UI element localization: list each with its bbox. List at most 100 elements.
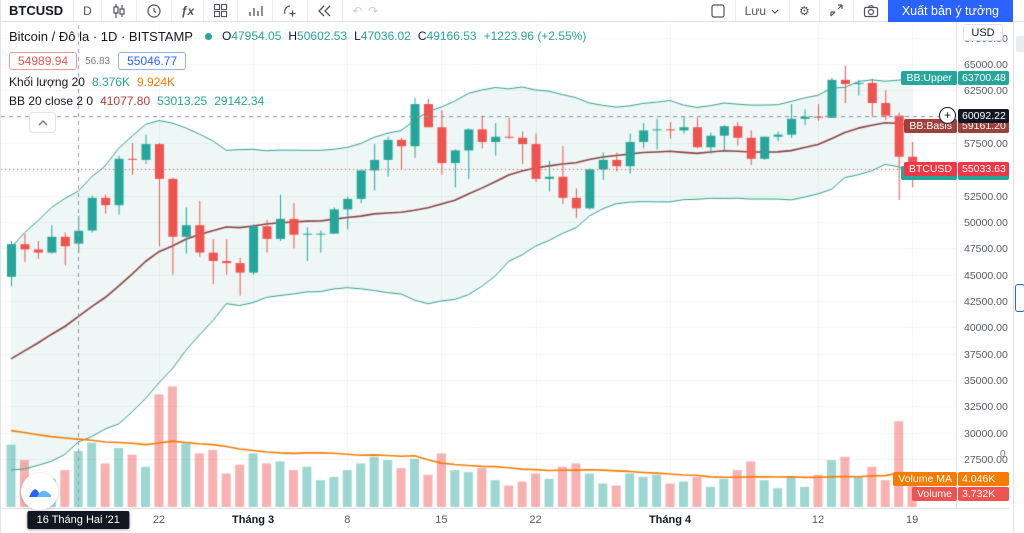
volume-indicator-label: Khối lượng 20	[9, 74, 85, 89]
redo-button[interactable]: ↷	[368, 3, 379, 18]
time-axis[interactable]: 22 Tháng 3 8 15 22 Tháng 4 12 19 16 Tháng Hai '…	[1, 508, 1009, 533]
price-tick-label: 37500.00	[964, 348, 1008, 361]
price-tick-label: 32500.00	[964, 401, 1008, 414]
time-tick-label: 12	[811, 514, 825, 526]
layout-grid-icon	[711, 3, 725, 18]
sell-price-button[interactable]: 54989.94	[9, 52, 78, 70]
symbol-button[interactable]: BTCUSD	[9, 3, 64, 18]
bb-indicator-row[interactable]: BB 20 close 2 0 41077.80 53013.25 29142.…	[9, 92, 586, 109]
toolbar-right-group: Lưu ⚙	[701, 0, 1024, 22]
price-tick-label: 42500.00	[964, 296, 1008, 309]
toolbar-separator	[135, 0, 137, 21]
alert-button[interactable]	[137, 0, 171, 21]
bb-lower-value: 29142.34	[214, 93, 265, 108]
volume-zero-tick: 0	[1000, 449, 1006, 460]
price-tick-label: 45000.00	[964, 269, 1008, 282]
price-tick-label: 52500.00	[964, 190, 1008, 203]
toolbar-separator	[734, 0, 736, 21]
price-tick-label: 57500.00	[964, 138, 1008, 151]
price-axis[interactable]: USD 67500.0065000.0062500.0060000.005750…	[956, 22, 1009, 508]
toolbar-separator	[307, 0, 309, 21]
sidebar-widget-fragment	[1016, 36, 1024, 52]
price-tick-label: 47500.00	[964, 243, 1008, 256]
currency-toggle[interactable]: USD	[963, 24, 1003, 41]
bb-indicator-label: BB 20 close 2 0	[9, 93, 94, 108]
time-tick-label: Tháng 4	[648, 514, 692, 526]
price-tick-label: 35000.00	[964, 375, 1008, 388]
replay-button[interactable]	[308, 0, 342, 21]
top-toolbar: BTCUSD D ƒx	[1, 0, 1024, 22]
templates-grid-icon	[214, 3, 228, 18]
fullscreen-icon	[830, 4, 843, 17]
publish-idea-button[interactable]: Xuất bản ý tưởng	[887, 0, 1013, 22]
chart-style-button[interactable]	[102, 0, 136, 21]
toolbar-separator	[203, 0, 205, 21]
compare-button[interactable]	[273, 0, 307, 21]
camera-icon	[863, 4, 878, 17]
price-tick-label: 65000.00	[964, 59, 1008, 72]
fullscreen-button[interactable]	[820, 0, 853, 21]
spread-value: 56.83	[85, 55, 111, 67]
price-tick-label: 30000.00	[964, 427, 1008, 440]
volume-ma-value: 9.924K	[137, 74, 176, 89]
time-tick-label: 8	[344, 514, 351, 526]
right-sidebar[interactable]	[1013, 0, 1024, 533]
toolbar-separator	[272, 0, 274, 21]
financials-button[interactable]	[238, 0, 272, 21]
toolbar-separator	[170, 0, 172, 21]
toolbar-separator	[73, 0, 75, 21]
compare-plus-icon	[284, 4, 296, 16]
tradingview-logo[interactable]	[21, 473, 58, 510]
time-tick-label: 15	[435, 514, 448, 526]
open-value: 47954.05	[231, 29, 282, 43]
time-tick-label: 22	[529, 514, 542, 526]
layout-button[interactable]	[701, 0, 735, 21]
toolbar-separator	[852, 0, 854, 21]
crosshair-date-tooltip: 16 Tháng Hai '21	[27, 511, 129, 529]
indicators-button[interactable]: ƒx	[180, 3, 195, 18]
toolbar-separator	[342, 0, 344, 21]
price-tick-label: 40000.00	[964, 322, 1008, 335]
toolbar-separator	[818, 0, 820, 21]
buy-price-button[interactable]: 55046.77	[118, 52, 187, 70]
ohlc-values: O47954.05 H50602.53 L47036.02 C49166.53 …	[221, 29, 587, 43]
toolbar-separator	[237, 0, 239, 21]
save-label: Lưu	[744, 3, 767, 18]
interval-button[interactable]: D	[83, 3, 92, 18]
save-layout-button[interactable]: Lưu	[736, 0, 789, 21]
time-tick-label: 22	[152, 514, 166, 526]
indicator-templates-button[interactable]	[204, 0, 237, 21]
chart-legend: Bitcoin / Đô la · 1D · BITSTAMP O47954.0…	[9, 27, 586, 109]
alert-clock-icon	[147, 3, 161, 18]
symbol-title[interactable]: Bitcoin / Đô la · 1D · BITSTAMP	[9, 28, 193, 44]
replay-icon	[318, 5, 331, 16]
price-tick-label: 55000.00	[964, 164, 1008, 177]
sidebar-selected-item-fragment	[1015, 284, 1024, 312]
time-tick-label: Tháng 3	[232, 514, 275, 526]
volume-value: 8.376K	[91, 74, 130, 89]
undo-button[interactable]: ↶	[352, 3, 363, 18]
high-value: 50602.53	[297, 29, 348, 43]
chevron-up-icon	[38, 119, 47, 125]
bb-basis-value: 41077.80	[100, 93, 151, 108]
low-value: 47036.02	[360, 29, 411, 43]
bb-upper-value: 53013.25	[157, 93, 208, 108]
volume-indicator-row[interactable]: Khối lượng 20 8.376K 9.924K	[9, 73, 586, 90]
price-tick-label: 62500.00	[964, 85, 1008, 98]
collapse-legend-button[interactable]	[29, 112, 56, 133]
market-status-dot-icon	[204, 32, 212, 40]
close-value: 49166.53	[426, 29, 477, 43]
chart-settings-button[interactable]: ⚙	[799, 3, 810, 18]
snapshot-button[interactable]	[854, 0, 888, 21]
candlestick-chart-icon	[113, 3, 125, 18]
toolbar-separator	[789, 0, 791, 21]
change-value: +1223.96 (+2.55%)	[483, 29, 587, 43]
quote-row: 54989.94 56.83 55046.77	[9, 51, 586, 71]
price-tick-label: 27500.00	[964, 454, 1008, 467]
financials-bars-icon	[249, 5, 263, 16]
price-tick-label: 60000.00	[964, 111, 1008, 124]
toolbar-separator	[100, 0, 102, 21]
price-tick-label: 50000.00	[964, 217, 1008, 230]
chart-plot-area[interactable]	[1, 22, 1009, 508]
